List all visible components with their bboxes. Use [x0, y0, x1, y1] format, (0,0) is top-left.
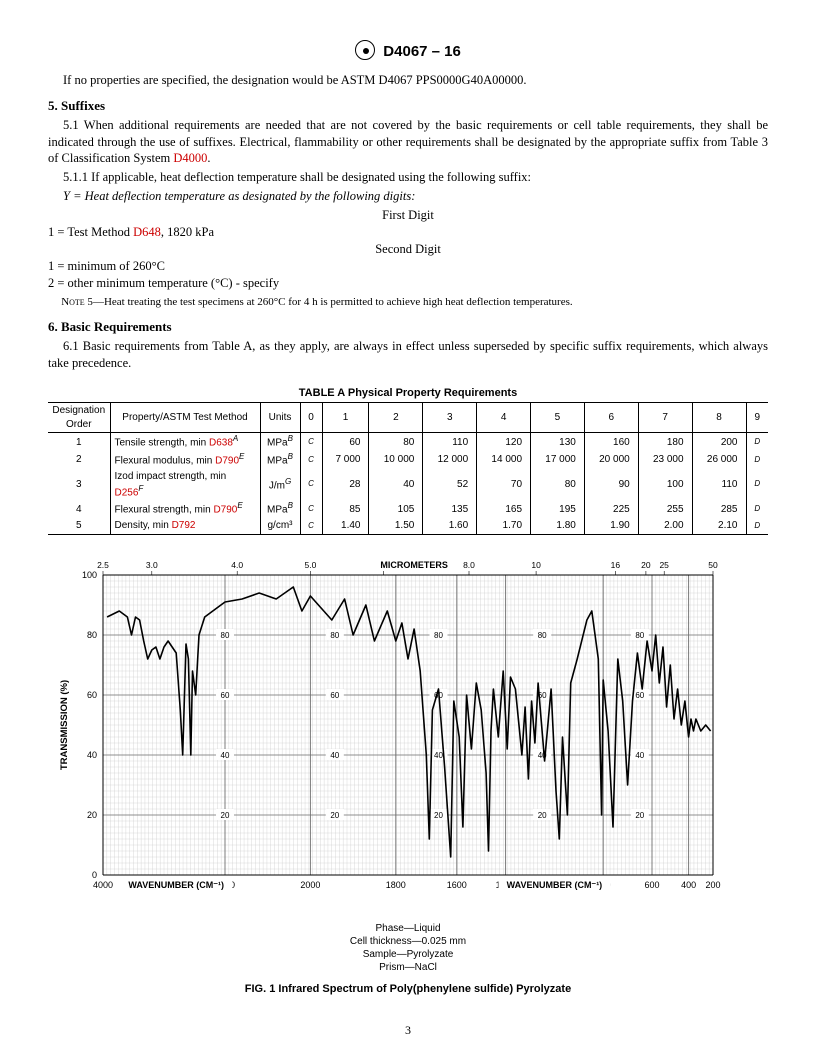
svg-text:16: 16	[611, 560, 621, 570]
svg-text:50: 50	[708, 560, 718, 570]
svg-text:80: 80	[538, 631, 547, 640]
svg-text:80: 80	[635, 631, 644, 640]
figure-1: 0204060801004000250020001800160014008006…	[48, 553, 768, 997]
svg-text:1800: 1800	[386, 880, 406, 890]
svg-text:80: 80	[434, 631, 443, 640]
intro-para: If no properties are specified, the desi…	[48, 72, 768, 89]
table-row: 5Density, min D792g/cm³C1.401.501.601.70…	[48, 518, 768, 534]
test-method-line: 1 = Test Method D648, 1820 kPa	[48, 224, 768, 241]
svg-text:20: 20	[635, 811, 644, 820]
svg-text:20: 20	[87, 810, 97, 820]
svg-text:WAVENUMBER (CM⁻¹): WAVENUMBER (CM⁻¹)	[507, 880, 603, 890]
svg-text:MICROMETERS: MICROMETERS	[380, 560, 448, 570]
para-5-1: 5.1 When additional requirements are nee…	[48, 117, 768, 168]
svg-text:60: 60	[635, 691, 644, 700]
table-a-head-row: Designation Order Property/ASTM Test Met…	[48, 403, 768, 433]
para-6-1: 6.1 Basic requirements from Table A, as …	[48, 338, 768, 372]
first-digit-label: First Digit	[48, 207, 768, 224]
svg-text:4.0: 4.0	[231, 560, 243, 570]
para-5-1-1: 5.1.1 If applicable, heat deflection tem…	[48, 169, 768, 186]
svg-text:40: 40	[330, 751, 339, 760]
svg-text:0: 0	[92, 870, 97, 880]
svg-text:200: 200	[705, 880, 720, 890]
svg-text:25: 25	[659, 560, 669, 570]
link-d4000[interactable]: D4000	[173, 151, 207, 165]
second-digit-label: Second Digit	[48, 241, 768, 258]
table-row: 2Flexural modulus, min D790EMPaBC7 00010…	[48, 451, 768, 469]
min-260-line: 1 = minimum of 260°C	[48, 258, 768, 275]
svg-text:20: 20	[538, 811, 547, 820]
y-definition: Y = Heat deflection temperature as desig…	[48, 188, 768, 205]
svg-text:40: 40	[221, 751, 230, 760]
section-6-head: 6. Basic Requirements	[48, 318, 768, 336]
svg-text:60: 60	[87, 690, 97, 700]
svg-text:60: 60	[221, 691, 230, 700]
svg-text:2.5: 2.5	[97, 560, 109, 570]
figure-sub-captions: Phase—LiquidCell thickness—0.025 mmSampl…	[48, 922, 768, 974]
svg-text:10: 10	[531, 560, 541, 570]
svg-text:4000: 4000	[93, 880, 113, 890]
page-number: 3	[0, 1022, 816, 1038]
svg-text:20: 20	[221, 811, 230, 820]
svg-text:40: 40	[635, 751, 644, 760]
svg-text:40: 40	[434, 751, 443, 760]
table-row: 1Tensile strength, min D638AMPaBC6080110…	[48, 433, 768, 451]
min-other-line: 2 = other minimum temperature (°C) - spe…	[48, 275, 768, 292]
note-label: Note 5	[61, 296, 93, 308]
figure-caption: FIG. 1 Infrared Spectrum of Poly(phenyle…	[48, 982, 768, 997]
svg-text:1600: 1600	[447, 880, 467, 890]
table-row: 4Flexural strength, min D790EMPaBC851051…	[48, 500, 768, 518]
svg-text:600: 600	[644, 880, 659, 890]
svg-text:20: 20	[330, 811, 339, 820]
page: D4067 – 16 If no properties are specifie…	[0, 0, 816, 1056]
svg-text:5.0: 5.0	[304, 560, 316, 570]
svg-text:40: 40	[87, 750, 97, 760]
ir-spectrum-chart: 0204060801004000250020001800160014008006…	[48, 553, 768, 918]
svg-text:100: 100	[82, 570, 97, 580]
svg-text:80: 80	[87, 630, 97, 640]
svg-text:400: 400	[681, 880, 696, 890]
designation: D4067 – 16	[383, 43, 461, 60]
svg-text:60: 60	[330, 691, 339, 700]
svg-text:TRANSMISSION (%): TRANSMISSION (%)	[59, 680, 70, 770]
svg-text:3.0: 3.0	[146, 560, 158, 570]
svg-text:80: 80	[221, 631, 230, 640]
page-header: D4067 – 16	[48, 40, 768, 62]
section-5-head: 5. Suffixes	[48, 97, 768, 115]
svg-text:20: 20	[641, 560, 651, 570]
svg-text:8.0: 8.0	[463, 560, 475, 570]
link-d648[interactable]: D648	[133, 225, 161, 239]
svg-text:2000: 2000	[300, 880, 320, 890]
table-a: Designation Order Property/ASTM Test Met…	[48, 402, 768, 534]
astm-logo-icon	[355, 40, 375, 60]
svg-text:WAVENUMBER (CM⁻¹): WAVENUMBER (CM⁻¹)	[128, 880, 224, 890]
note-5: Note 5—Heat treating the test specimens …	[48, 295, 768, 310]
svg-text:80: 80	[330, 631, 339, 640]
table-a-caption: TABLE A Physical Property Requirements	[48, 386, 768, 401]
svg-text:20: 20	[434, 811, 443, 820]
table-row: 3Izod impact strength, min D256FJ/mGC284…	[48, 469, 768, 500]
